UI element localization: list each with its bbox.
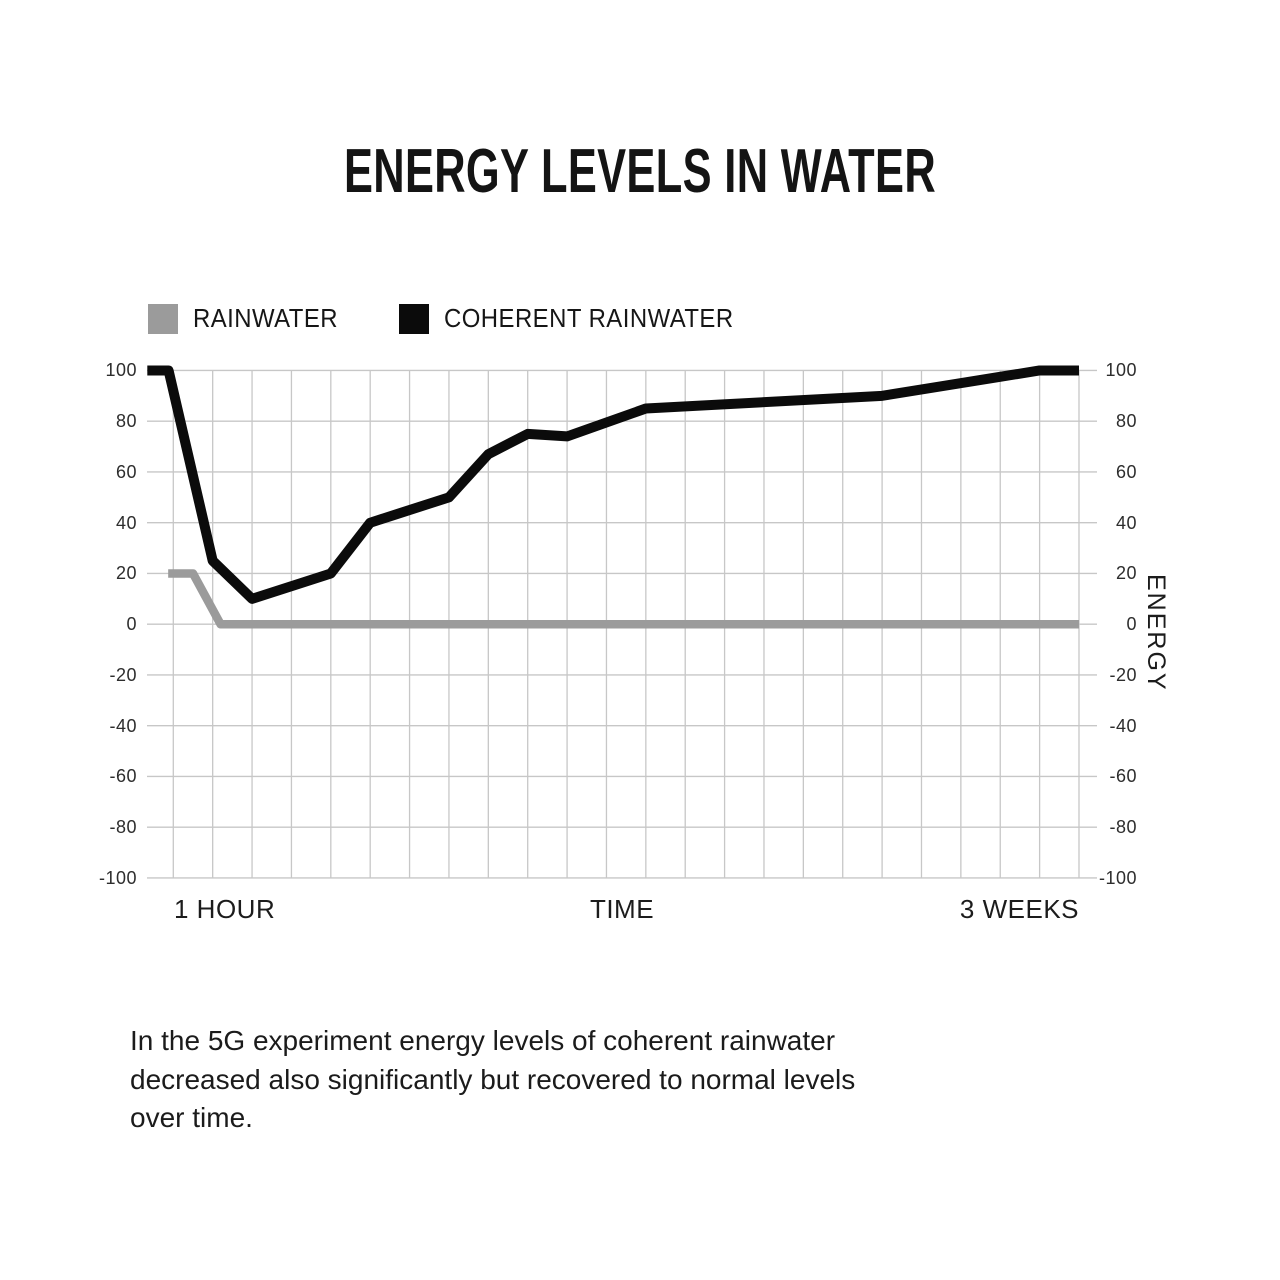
coherent-rainwater-swatch-icon (398, 303, 429, 334)
y-tick-label-right: -100 (1099, 867, 1138, 888)
y-tick-label-left: 0 (126, 614, 137, 635)
rainwater-swatch-icon (148, 303, 178, 334)
y-tick-label-right: 40 (1115, 512, 1137, 533)
caption-line-2: decreased also significantly but recover… (130, 1063, 856, 1095)
legend-item-coherent-rainwater: COHERENT RAINWATER (398, 303, 759, 334)
y-tick-label-left: 40 (115, 512, 137, 533)
y-tick-label-left: -60 (109, 766, 137, 787)
y-tick-label-left: 100 (105, 360, 137, 381)
caption-line-3: over time. (130, 1102, 253, 1133)
series-rainwater (168, 569, 1079, 629)
y-tick-label-right: -20 (1109, 664, 1137, 685)
y-tick-label-right: 100 (1105, 360, 1137, 381)
caption-line-1: In the 5G experiment energy levels of co… (130, 1025, 836, 1056)
y-tick-label-right: 60 (1115, 461, 1137, 482)
y-tick-label-right: 20 (1115, 563, 1137, 584)
x-axis-label-center: TIME (589, 894, 655, 924)
y-tick-label-left: 20 (115, 563, 137, 584)
x-axis-label-right: 3 WEEKS (959, 894, 1079, 924)
y-tick-label-left: -20 (109, 664, 137, 685)
y-tick-label-left: 60 (115, 461, 137, 482)
y-tick-label-right: -60 (1109, 766, 1137, 787)
chart-title: ENERGY LEVELS IN WATER (343, 137, 937, 206)
caption: In the 5G experiment energy levels of co… (130, 1022, 855, 1138)
y-tick-label-left: -80 (109, 817, 137, 838)
x-axis-label-left: 1 HOUR (174, 894, 276, 924)
legend-label-coherent-rainwater: COHERENT RAINWATER (443, 303, 734, 333)
y-axis-ticks-left: 100 80 60 40 20 0 -20 -40 -60 -80 -100 (88, 0, 137, 1280)
legend-label-rainwater: RAINWATER (193, 303, 339, 333)
y-tick-label-left: -40 (109, 715, 137, 736)
y-axis-ticks-right: 100 80 60 40 20 0 -20 -40 -60 -80 -100 (1099, 0, 1137, 1280)
y-tick-label-left: -100 (98, 867, 137, 888)
legend: RAINWATER COHERENT RAINWATER (148, 303, 758, 334)
y-tick-label-right: -40 (1109, 715, 1137, 736)
y-tick-label-right: -80 (1109, 817, 1137, 838)
y-axis-title: ENERGY (1142, 574, 1170, 692)
y-tick-label-right: 0 (1126, 614, 1137, 635)
legend-item-rainwater: RAINWATER (148, 303, 351, 334)
y-tick-label-left: 80 (115, 411, 137, 432)
y-tick-label-right: 80 (1115, 411, 1137, 432)
series-coherent-rainwater (147, 365, 1079, 604)
